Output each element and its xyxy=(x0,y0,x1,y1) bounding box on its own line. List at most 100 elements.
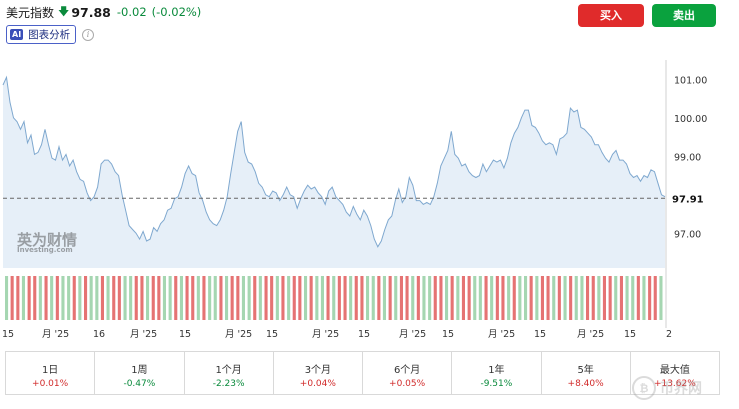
investing-logo-sub: Investing.com xyxy=(17,246,73,254)
volume-bar xyxy=(55,276,59,320)
volume-bar xyxy=(422,276,426,320)
y-tick-label: 100.00 xyxy=(674,114,707,125)
volume-bar xyxy=(332,276,336,320)
period-2[interactable]: 1个月 -2.23% xyxy=(185,352,274,394)
price-area-fill xyxy=(3,77,665,268)
volume-bar xyxy=(72,276,76,320)
volume-bar xyxy=(653,276,657,320)
volume-bar xyxy=(580,276,584,320)
volume-bar xyxy=(298,276,302,320)
volume-bar xyxy=(67,276,71,320)
x-tick-label: 15 xyxy=(442,329,454,340)
ai-chart-analysis-label: 图表分析 xyxy=(28,29,71,41)
price-chart[interactable]: 97.91 101.00 100.00 99.00 97.00 15 月 '25 16 月 '2… xyxy=(0,60,739,350)
performance-periods: 1日 +0.01% 1周 -0.47% 1个月 -2.23% 3个月 +0.04% 6个月 +0.… xyxy=(5,351,720,395)
volume-bar xyxy=(473,276,477,320)
info-icon[interactable]: i xyxy=(82,29,94,41)
volume-bar xyxy=(552,276,556,320)
volume-bar xyxy=(354,276,358,320)
volume-bar xyxy=(495,276,499,320)
volume-bar xyxy=(78,276,82,320)
x-tick-label: 15 xyxy=(624,329,636,340)
volume-bar xyxy=(648,276,652,320)
volume-bar xyxy=(360,276,364,320)
volume-bar xyxy=(659,276,663,320)
volume-bar xyxy=(625,276,629,320)
volume-bar xyxy=(484,276,488,320)
volume-bar xyxy=(27,276,31,320)
volume-bar xyxy=(602,276,606,320)
period-3[interactable]: 3个月 +0.04% xyxy=(274,352,363,394)
volume-bar xyxy=(546,276,550,320)
y-tick-label: 97.00 xyxy=(674,229,701,240)
volume-bar xyxy=(518,276,522,320)
ai-chart-analysis-button[interactable]: AI 图表分析 xyxy=(6,25,77,44)
volume-bar xyxy=(162,276,166,320)
volume-bar xyxy=(619,276,623,320)
x-tick-label: 月 '25 xyxy=(130,329,157,340)
period-label: 1个月 xyxy=(215,365,242,376)
period-6[interactable]: 5年 +8.40% xyxy=(542,352,631,394)
volume-bar xyxy=(117,276,121,320)
current-price-label: 97.91 xyxy=(672,194,704,205)
volume-bar xyxy=(608,276,612,320)
volume-bar xyxy=(343,276,347,320)
x-tick-label: 15 xyxy=(358,329,370,340)
volume-bar xyxy=(597,276,601,320)
volume-bar xyxy=(292,276,296,320)
volume-bar xyxy=(529,276,533,320)
volume-bar xyxy=(219,276,223,320)
volume-bar xyxy=(179,276,183,320)
volume-bar xyxy=(5,276,9,320)
volume-bar xyxy=(461,276,465,320)
volume-bar xyxy=(236,276,240,320)
volume-bar xyxy=(196,276,200,320)
volume-bar xyxy=(524,276,528,320)
period-1[interactable]: 1周 -0.47% xyxy=(95,352,185,394)
volume-bar xyxy=(411,276,415,320)
period-7[interactable]: 最大值 +13.62% xyxy=(631,352,720,394)
corner-watermark-logo: ₿ 币界网 xyxy=(632,376,702,400)
x-tick-label: 月 '25 xyxy=(42,329,69,340)
volume-bar xyxy=(507,276,511,320)
volume-bar xyxy=(16,276,20,320)
svg-text:₿: ₿ xyxy=(640,382,649,395)
volume-bar xyxy=(95,276,99,320)
volume-bar xyxy=(264,276,268,320)
volume-bar xyxy=(258,276,262,320)
volume-bar xyxy=(191,276,195,320)
volume-bar xyxy=(337,276,341,320)
volume-bar xyxy=(642,276,646,320)
volume-bar xyxy=(445,276,449,320)
x-tick-label: 2 xyxy=(666,329,672,340)
volume-bar xyxy=(100,276,104,320)
volume-bar xyxy=(569,276,573,320)
volume-bar xyxy=(366,276,370,320)
volume-bar xyxy=(326,276,330,320)
instrument-name: 美元指数 xyxy=(6,5,55,20)
svg-text:币界网: 币界网 xyxy=(660,381,702,397)
last-price: 97.88 xyxy=(71,4,111,20)
period-4[interactable]: 6个月 +0.05% xyxy=(363,352,453,394)
period-change: +0.05% xyxy=(389,379,426,389)
x-tick-label: 月 '25 xyxy=(488,329,515,340)
volume-bar xyxy=(501,276,505,320)
x-tick-label: 15 xyxy=(179,329,191,340)
down-arrow-icon: 🡇 xyxy=(58,4,70,18)
sell-button[interactable]: 卖出 xyxy=(652,4,716,27)
x-tick-label: 月 '25 xyxy=(399,329,426,340)
volume-bar xyxy=(106,276,110,320)
period-5[interactable]: 1年 -9.51% xyxy=(452,352,542,394)
volume-bar xyxy=(535,276,539,320)
volume-bar xyxy=(591,276,595,320)
volume-bar xyxy=(382,276,386,320)
period-0[interactable]: 1日 +0.01% xyxy=(5,352,96,394)
instrument-header: 美元指数 🡇 97.88 -0.02 (-0.02%) xyxy=(6,3,201,21)
period-change: +8.40% xyxy=(567,379,604,389)
volume-bar xyxy=(247,276,251,320)
price-chart-svg: 97.91 101.00 100.00 99.00 97.00 15 月 '25 16 月 '2… xyxy=(2,60,707,340)
buy-button[interactable]: 买入 xyxy=(578,4,644,27)
volume-bar xyxy=(253,276,257,320)
x-tick-label: 月 '25 xyxy=(577,329,604,340)
volume-bar xyxy=(490,276,494,320)
